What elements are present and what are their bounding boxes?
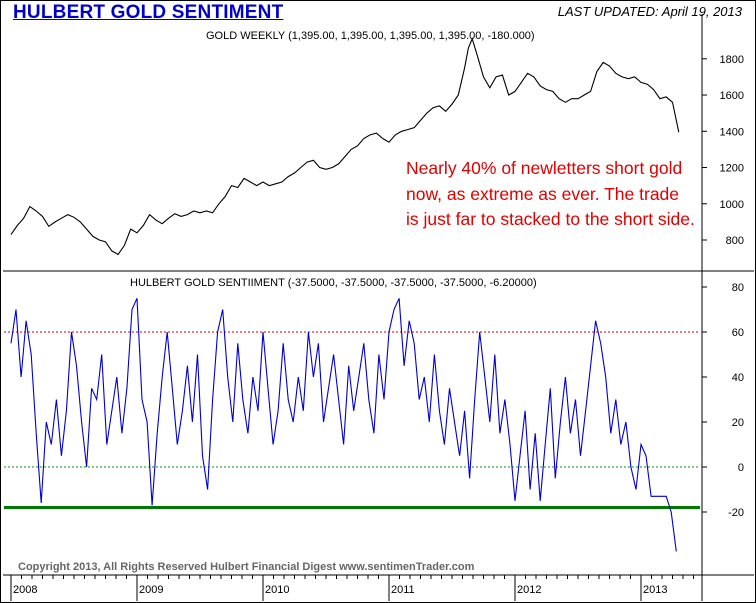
x-tick-label: 2011	[391, 584, 415, 596]
annotation-note: Nearly 40% of newletters short gold now,…	[406, 158, 695, 229]
gold-y-tick-label: 1000	[720, 199, 744, 211]
x-tick-label: 2009	[139, 584, 163, 596]
page-title: HULBERT GOLD SENTIMENT	[13, 2, 284, 23]
copyright-footer: Copyright 2013, All Rights Reserved Hulb…	[18, 561, 475, 573]
x-tick-label: 2013	[643, 584, 667, 596]
x-tick-label: 2008	[13, 584, 37, 596]
gold-y-tick-label: 1400	[720, 126, 744, 138]
gold-y-tick-label: 1800	[720, 54, 744, 66]
last-updated-label: LAST UPDATED: April 19, 2013	[557, 4, 742, 19]
sentiment-y-tick-label: 20	[732, 417, 744, 429]
gold-chart-title: GOLD WEEKLY (1,395.00, 1,395.00, 1,395.0…	[206, 30, 535, 42]
gold-y-tick-label: 1200	[720, 163, 744, 175]
sentiment-line	[10, 298, 677, 552]
sentiment-y-tick-label: 40	[732, 372, 744, 384]
sentiment-y-tick-label: 60	[732, 327, 744, 339]
sentiment-y-tick-label: 0	[738, 462, 744, 474]
sentiment-chart-title: HULBERT GOLD SENTIIMENT (-37.5000, -37.5…	[130, 277, 537, 289]
gold-price-line	[10, 37, 680, 256]
x-tick-label: 2010	[265, 584, 289, 596]
sentiment-y-tick-label: -20	[728, 507, 744, 519]
sentiment-y-tick-label: 80	[732, 282, 744, 294]
gold-y-tick-label: 800	[726, 235, 744, 247]
gold-y-tick-label: 1600	[720, 90, 744, 102]
x-tick-label: 2012	[517, 584, 541, 596]
